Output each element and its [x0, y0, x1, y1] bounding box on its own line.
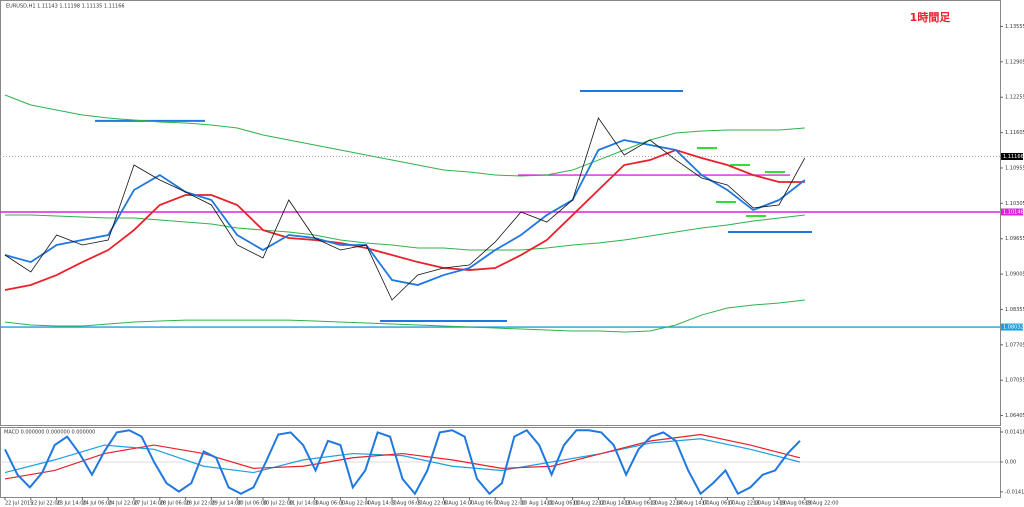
- series-line: [4, 139, 806, 286]
- y-tick-label: 1.09005: [1005, 272, 1024, 278]
- series-line: [5, 214, 805, 251]
- x-tick-label: 17 Aug 22:00: [727, 501, 761, 507]
- x-tick-label: 29 Jul 14:00: [211, 501, 241, 507]
- x-tick-label: 28 Jul 22:00: [186, 501, 216, 507]
- chart-title: EURUSD,H1 1.11143 1.11198 1.11135 1.1116…: [6, 4, 125, 10]
- x-tick-label: 14 Aug 14:00: [676, 501, 710, 507]
- x-tick-label: 7 Aug 22:00: [495, 501, 526, 507]
- x-tick-label: 18 Aug 14:00: [753, 501, 787, 507]
- x-tick-label: 5 Aug 06:00: [392, 501, 423, 507]
- x-tick-label: 22 Jul 2015: [5, 501, 33, 507]
- x-tick-label: 11 Aug 06:00: [547, 501, 581, 507]
- x-tick-label: 22 Jul 22:00: [31, 501, 61, 507]
- sub-pane: [0, 427, 1001, 498]
- series-line: [4, 94, 805, 177]
- x-tick-label: 13 Aug 06:00: [624, 501, 658, 507]
- level-label: 1.10146: [1003, 209, 1024, 215]
- x-tick-label: 31 Jul 14:00: [289, 501, 319, 507]
- y-tick-label: 0.00: [1005, 460, 1016, 466]
- y-tick-label: 1.12905: [1005, 59, 1024, 65]
- series-line: [4, 299, 805, 333]
- y-tick-label: 1.06405: [1005, 413, 1024, 419]
- y-tick-label: 1.10955: [1005, 165, 1024, 171]
- y-tick-label: 1.11605: [1005, 130, 1024, 136]
- y-tick-label: 0.014188: [1005, 430, 1024, 436]
- x-tick-label: 19 Aug 22:00: [805, 501, 839, 507]
- y-tick-label: 1.13555: [1005, 24, 1024, 30]
- x-tick-label: 7 Aug 06:00: [469, 501, 500, 507]
- y-tick-label: -0.014125: [1005, 489, 1024, 495]
- x-tick-label: 27 Jul 14:00: [134, 501, 164, 507]
- y-tick-label: 1.07055: [1005, 378, 1024, 384]
- x-tick-label: 5 Aug 22:00: [418, 501, 449, 507]
- series-line: [4, 149, 805, 291]
- y-tick-label: 1.09655: [1005, 236, 1024, 242]
- y-tick-label: 1.12255: [1005, 95, 1024, 101]
- x-tick-label: 3 Aug 06:00: [315, 501, 346, 507]
- sub-title: MACD 0.000000 0.000000 0.000000: [4, 430, 95, 436]
- x-tick-label: 11 Aug 22:00: [573, 501, 607, 507]
- x-tick-label: 3 Aug 22:00: [340, 501, 371, 507]
- y-tick-label: 1.07705: [1005, 342, 1024, 348]
- x-tick-label: 13 Aug 22:00: [650, 501, 684, 507]
- x-tick-label: 24 Jul 06:00: [82, 501, 112, 507]
- series-line: [4, 117, 806, 301]
- main-pane: [0, 0, 1001, 426]
- y-tick-label: 1.08355: [1005, 307, 1024, 313]
- x-tick-label: 12 Aug 14:00: [598, 501, 632, 507]
- level-box: [1001, 208, 1023, 216]
- annotation: 1時間足: [910, 10, 952, 24]
- level-label: 1.08032: [1003, 325, 1024, 331]
- x-tick-label: 17 Aug 06:00: [702, 501, 736, 507]
- last-price-box: [1001, 152, 1023, 160]
- series-line: [4, 429, 801, 496]
- x-tick-label: 30 Jul 06:00: [237, 501, 267, 507]
- x-tick-label: 10 Aug 14:00: [521, 501, 555, 507]
- x-tick-label: 4 Aug 14:00: [366, 501, 397, 507]
- y-tick-label: 1.10305: [1005, 201, 1024, 207]
- level-box: [1001, 323, 1023, 331]
- series-line: [4, 433, 801, 480]
- x-tick-label: 24 Jul 22:00: [108, 501, 138, 507]
- x-tick-label: 30 Jul 22:00: [263, 501, 293, 507]
- x-tick-label: 28 Jul 06:00: [160, 501, 190, 507]
- x-tick-label: 19 Aug 06:00: [779, 501, 813, 507]
- last-price-label: 1.11166: [1003, 154, 1024, 160]
- x-tick-label: 23 Jul 14:00: [57, 501, 87, 507]
- x-tick-label: 6 Aug 14:00: [444, 501, 475, 507]
